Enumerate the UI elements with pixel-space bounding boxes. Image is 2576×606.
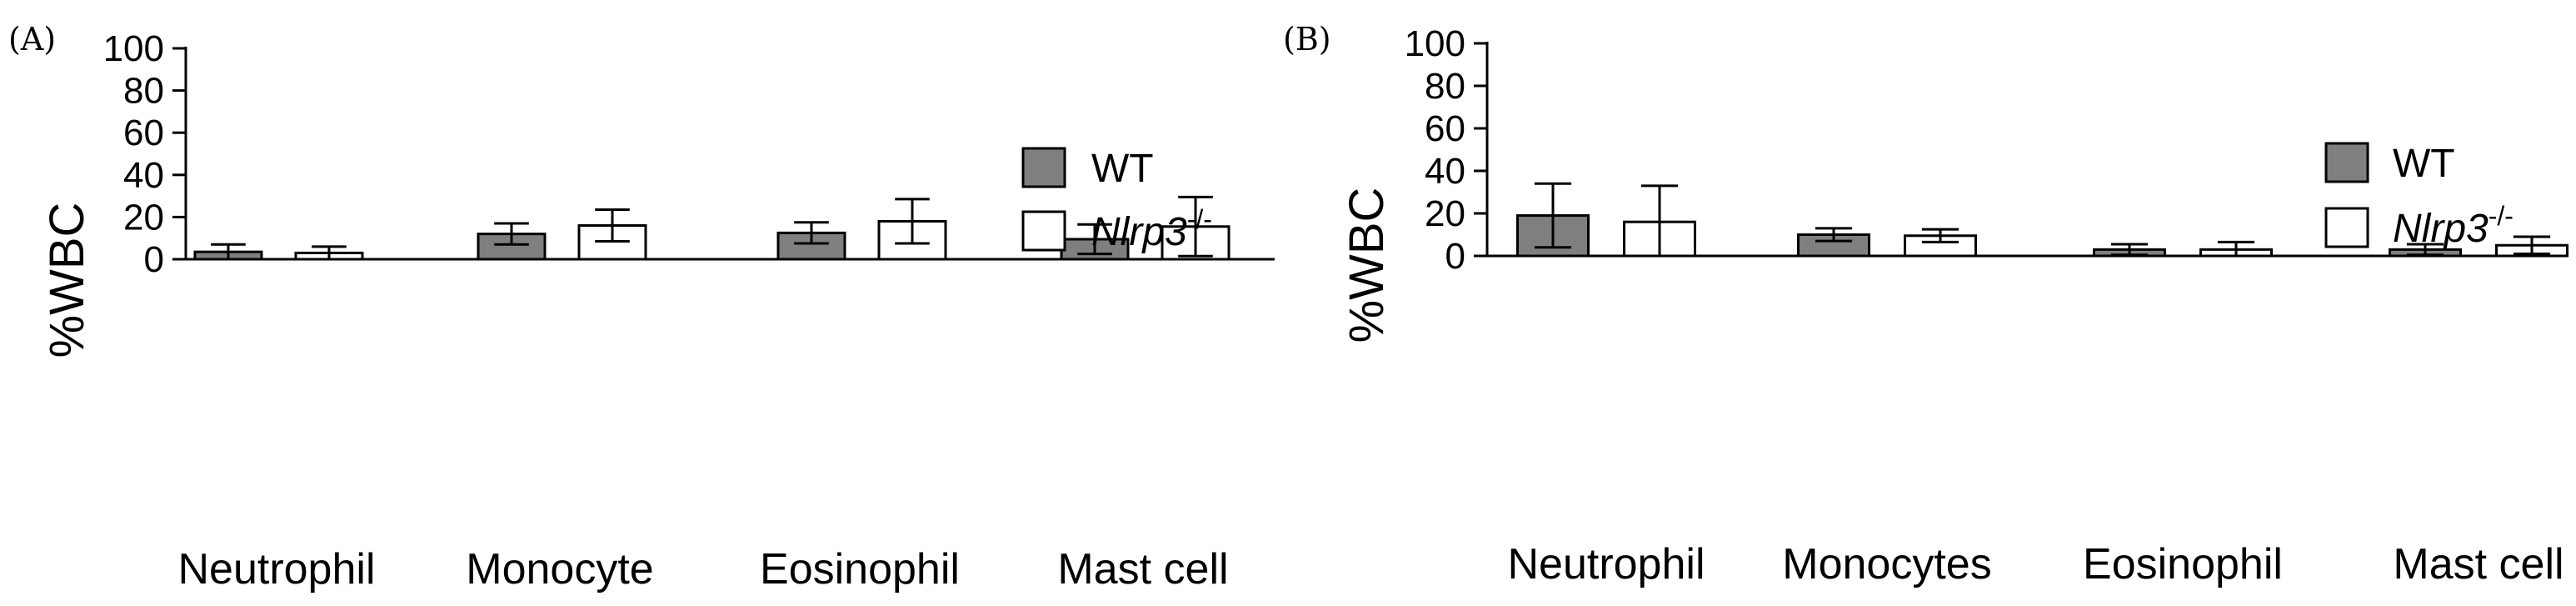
panel-b-x-tick-label-neutrophil: Neutrophil [1507, 540, 1705, 588]
panel-a-y-tick-label: 0 [144, 239, 164, 280]
panel-a-y-tick-label: 40 [123, 155, 164, 196]
panel-a-x-tick-label-monocyte: Monocyte [466, 545, 653, 593]
panel-a-legend-swatch-nlrp3 [1021, 210, 1066, 252]
panel-b-y-tick-label: 100 [1405, 23, 1465, 64]
panel-a-legend-label-wt: WT [1091, 147, 1154, 191]
panel-b-y-tick-label: 60 [1425, 108, 1465, 149]
panel-a-y-tick-label: 20 [123, 197, 164, 238]
panel-b-x-tick-label-monocytes: Monocytes [1782, 540, 1991, 588]
panel-a-y-tick-label: 80 [123, 71, 164, 112]
panel-b-legend-label-wt: WT [2393, 142, 2455, 186]
panel-a-x-tick-label-eosinophil: Eosinophil [760, 545, 960, 593]
panel-b-legend-swatch-wt [2324, 142, 2369, 183]
panel-a-label: (A) [8, 21, 56, 58]
panel-a-y-tick-label: 100 [103, 28, 164, 69]
panel-b-legend: WT Nlrp3-/- [2324, 142, 2514, 251]
panel-a-x-tick-label-neutrophil: Neutrophil [177, 545, 375, 593]
panel-b-x-tick-label-eosinophil: Eosinophil [2083, 540, 2283, 588]
panel-a-y-tick-label: 60 [123, 113, 164, 153]
panel-a-legend-label-nlrp3: Nlrp3-/- [1091, 204, 1212, 254]
panel-b-label: (B) [1283, 21, 1331, 58]
panel-b-legend-label-nlrp3: Nlrp3-/- [2393, 201, 2514, 251]
panel-a-legend: WT Nlrp3-/- [1021, 147, 1212, 254]
panel-a-x-tick-label-mast-cell: Mast cell [1057, 545, 1228, 593]
panel-b-y-tick-label: 80 [1425, 66, 1465, 107]
panel-a-y-axis-title: %WBC [40, 203, 94, 358]
panel-b-y-tick-label: 20 [1425, 193, 1465, 234]
panel-b-y-tick-label: 0 [1445, 236, 1465, 277]
panel-b-legend-swatch-nlrp3 [2324, 207, 2369, 248]
panel-b-y-axis-title: %WBC [1340, 188, 1394, 343]
panel-b-x-tick-label-mast-cell: Mast cell [2393, 540, 2564, 588]
panel-a-legend-swatch-wt [1021, 147, 1066, 188]
panel-b-y-tick-label: 40 [1425, 151, 1465, 192]
